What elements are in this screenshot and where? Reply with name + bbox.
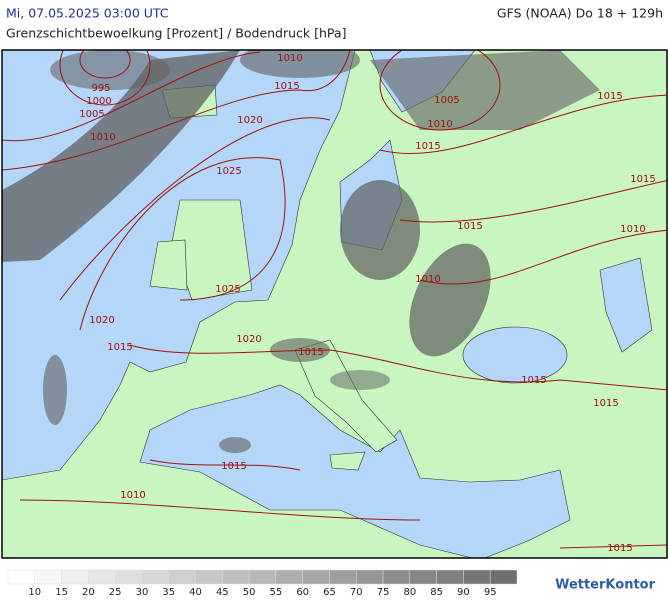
- legend-swatch: [329, 569, 357, 585]
- isobar-label: 1025: [215, 284, 240, 295]
- isobar-label: 1015: [274, 81, 299, 92]
- isobar-label: 1010: [90, 132, 115, 143]
- legend-swatch: [489, 569, 518, 585]
- legend-swatch: [61, 569, 89, 585]
- isobar-label: 1015: [630, 174, 655, 185]
- model-run: GFS (NOAA) Do 18 + 129h: [497, 6, 663, 21]
- subtitle: Grenzschichtbewoelkung [Prozent] / Boden…: [6, 26, 346, 41]
- legend-swatch: [88, 569, 116, 585]
- legend-label: 20: [82, 587, 95, 598]
- isobar-label: 1015: [415, 141, 440, 152]
- isobar-label: 1015: [457, 221, 482, 232]
- legend-label: 25: [109, 587, 122, 598]
- isobar-label: 1020: [89, 315, 114, 326]
- legend-swatch: [114, 569, 143, 585]
- legend-label: 75: [377, 587, 390, 598]
- legend-label: 55: [270, 587, 283, 598]
- isobar-label: 1015: [521, 375, 546, 386]
- brand: WetterKontor: [555, 578, 656, 593]
- legend-swatch: [382, 569, 411, 585]
- map: 1010 1015 995 1000 1005 1010 1020 1025 1005 1010 1…: [1, 49, 668, 559]
- run-date: Mi, 07.05.2025 03:00 UTC: [6, 6, 169, 21]
- isobar-label: 1015: [221, 461, 246, 472]
- map-frame: [1, 49, 668, 559]
- legend-label: 10: [28, 587, 41, 598]
- isobar-label: 1025: [216, 166, 241, 177]
- isobar-label: 1010: [620, 224, 645, 235]
- legend-label: 85: [430, 587, 443, 598]
- legend-label: 40: [189, 587, 202, 598]
- isobar-label: 1015: [107, 342, 132, 353]
- cloud-cover: [2, 50, 600, 453]
- isobar-label: 995: [91, 83, 110, 94]
- isobar-label: 1020: [236, 334, 261, 345]
- isobar-label: 1005: [79, 109, 104, 120]
- legend-swatch: [275, 569, 303, 585]
- legend-label: 15: [55, 587, 68, 598]
- legend-swatch: [195, 569, 223, 585]
- legend-swatch: [7, 569, 36, 585]
- isobar-label: 1015: [607, 543, 632, 554]
- legend-label: 80: [403, 587, 416, 598]
- legend-swatch: [248, 569, 277, 585]
- legend-swatch: [34, 569, 62, 585]
- legend-label: 95: [484, 587, 497, 598]
- isobar-label: 1010: [277, 53, 302, 64]
- legend-swatch: [436, 569, 464, 585]
- legend-label: 70: [350, 587, 363, 598]
- legend-label: 50: [243, 587, 256, 598]
- legend-label: 90: [457, 587, 470, 598]
- legend: 10 15 20 25 30 35 40 45 50 55 60 65 70 75 80 85 90 95: [7, 569, 518, 598]
- isobar-label: 1015: [597, 91, 622, 102]
- legend-swatch: [222, 569, 250, 585]
- legend-label: 60: [296, 587, 309, 598]
- isobar-label: 1015: [593, 398, 618, 409]
- legend-label: 30: [136, 587, 149, 598]
- isobars: [2, 50, 667, 549]
- isobar-label: 1010: [427, 119, 452, 130]
- isobar-label: 1010: [415, 274, 440, 285]
- legend-swatch: [168, 569, 196, 585]
- isobar-label: 1015: [298, 347, 323, 358]
- legend-swatch: [302, 569, 330, 585]
- legend-swatch: [463, 569, 491, 585]
- isobar-label: 1010: [120, 490, 145, 501]
- legend-label: 45: [216, 587, 229, 598]
- isobar-label: 1005: [434, 95, 459, 106]
- legend-label: 65: [323, 587, 336, 598]
- legend-swatch: [356, 569, 384, 585]
- legend-swatch: [409, 569, 437, 585]
- isobar-label: 1020: [237, 115, 262, 126]
- isobar-label: 1000: [86, 96, 111, 107]
- legend-swatch: [141, 569, 169, 585]
- legend-label: 35: [162, 587, 175, 598]
